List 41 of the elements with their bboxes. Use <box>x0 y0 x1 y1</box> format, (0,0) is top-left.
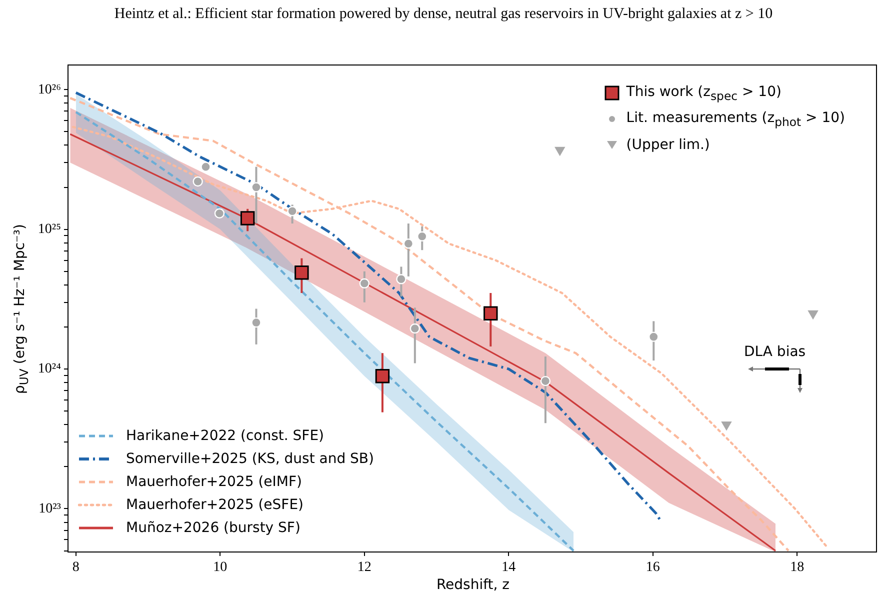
point <box>417 231 428 242</box>
legend-label: (Upper lim.) <box>626 137 710 153</box>
chart-title: Heintz et al.: Efficient star formation powered by dense, neutral gas reservoirs in UV-bright galaxies at z > 10 <box>113 6 774 23</box>
point <box>648 332 659 342</box>
y-tick-label: 10²⁴ <box>38 362 62 377</box>
point <box>808 310 818 320</box>
x-tick-label: 12 <box>357 560 372 576</box>
point <box>722 422 732 430</box>
legend-label: Mauerhofer+2025 (eSFE) <box>126 496 304 512</box>
point <box>251 182 262 192</box>
x-axis-title: Redshift, z <box>435 577 511 593</box>
y-tick-label: 10²⁶ <box>38 82 62 98</box>
point <box>192 176 203 187</box>
point <box>359 278 370 289</box>
legend-label: Lit. measurements (z$_{phot}$ > 10) <box>626 110 845 128</box>
legend-label: Muñoz+2026 (bursty SF) <box>126 520 300 536</box>
x-tick-label: 14 <box>502 560 516 576</box>
point <box>410 323 420 334</box>
legend-label: Mauerhofer+2025 (eIMF) <box>126 474 302 490</box>
point <box>484 306 498 321</box>
legend-label: This work (z$_{spec}$ > 10) <box>626 84 782 102</box>
legend-label: Somerville+2025 (KS, dust and SB) <box>126 450 374 466</box>
x-tick-label: 8 <box>72 560 80 576</box>
x-tick-label: 10 <box>213 560 228 576</box>
point <box>200 162 211 172</box>
legend-label: Harikane+2022 (const. SFE) <box>126 428 324 444</box>
point <box>240 211 255 226</box>
point <box>375 368 390 384</box>
point <box>540 376 551 386</box>
annotation: DLA bias <box>744 344 806 360</box>
point <box>251 317 262 328</box>
point <box>396 274 406 284</box>
x-tick-label: 16 <box>646 560 660 576</box>
y-tick-label: 10²⁵ <box>38 222 62 237</box>
x-tick-label: 18 <box>790 560 804 576</box>
point <box>403 238 414 249</box>
point <box>554 146 565 156</box>
point <box>287 206 298 216</box>
point <box>214 208 225 218</box>
y-tick-label: 10²³ <box>38 501 61 516</box>
point <box>294 265 309 280</box>
